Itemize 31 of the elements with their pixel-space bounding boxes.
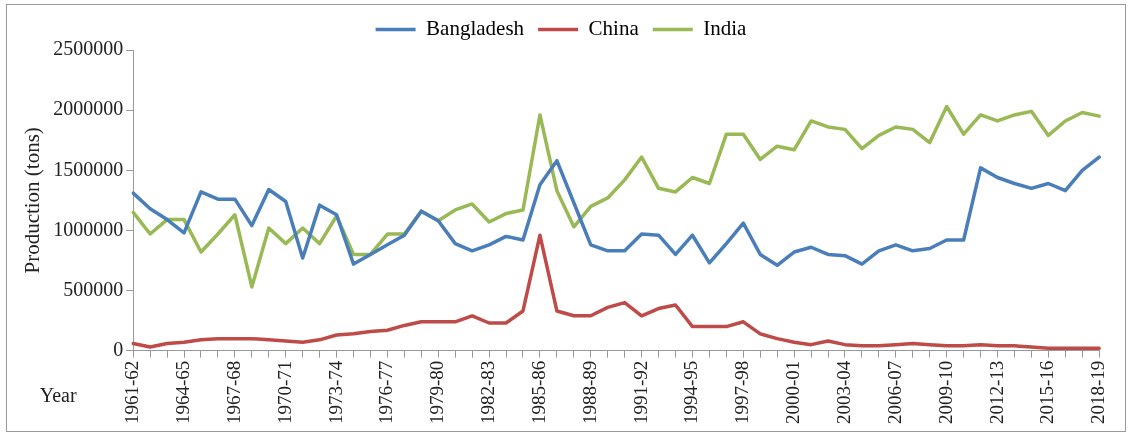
y-tick-label: 0: [113, 337, 124, 360]
y-tick-label: 2000000: [53, 97, 124, 120]
x-tick-label: 2018-19: [1087, 360, 1109, 424]
x-tick-label: 1964-65: [172, 360, 194, 424]
y-tick-label: 2500000: [53, 37, 124, 60]
x-tick-label: 1991-92: [629, 360, 651, 424]
x-tick-label: 1961-62: [121, 360, 143, 424]
x-tick-label: 1979-80: [426, 360, 448, 424]
x-tick-label: 2000-01: [782, 360, 804, 424]
y-axis-title: Production (tons): [20, 127, 45, 274]
x-tick-label: 2006-07: [883, 360, 905, 424]
legend-label: Bangladesh: [426, 16, 525, 41]
x-tick-label: 1988-89: [578, 360, 600, 424]
x-tick-label: 1976-77: [375, 360, 397, 424]
x-tick-label: 1982-83: [477, 360, 499, 424]
y-tick-label: 1000000: [53, 217, 124, 240]
x-tick-label: 1994-95: [680, 360, 702, 424]
x-tick-label: 2003-04: [832, 360, 854, 424]
x-axis-title: Year: [39, 383, 77, 406]
x-tick-label: 2015-16: [1036, 360, 1058, 424]
x-tick-label: 2012-13: [985, 360, 1007, 424]
legend-label: India: [703, 16, 748, 41]
x-tick-label: 1967-68: [222, 360, 244, 424]
x-tick-label: 1973-74: [324, 360, 346, 424]
x-tick-label: 1985-86: [527, 360, 549, 424]
y-tick-label: 1500000: [53, 157, 124, 180]
x-tick-label: 1997-98: [731, 360, 753, 424]
x-tick-label: 2009-10: [934, 360, 956, 424]
y-tick-label: 500000: [63, 277, 124, 300]
legend-label: China: [588, 16, 640, 41]
x-tick-label: 1970-71: [273, 360, 295, 424]
